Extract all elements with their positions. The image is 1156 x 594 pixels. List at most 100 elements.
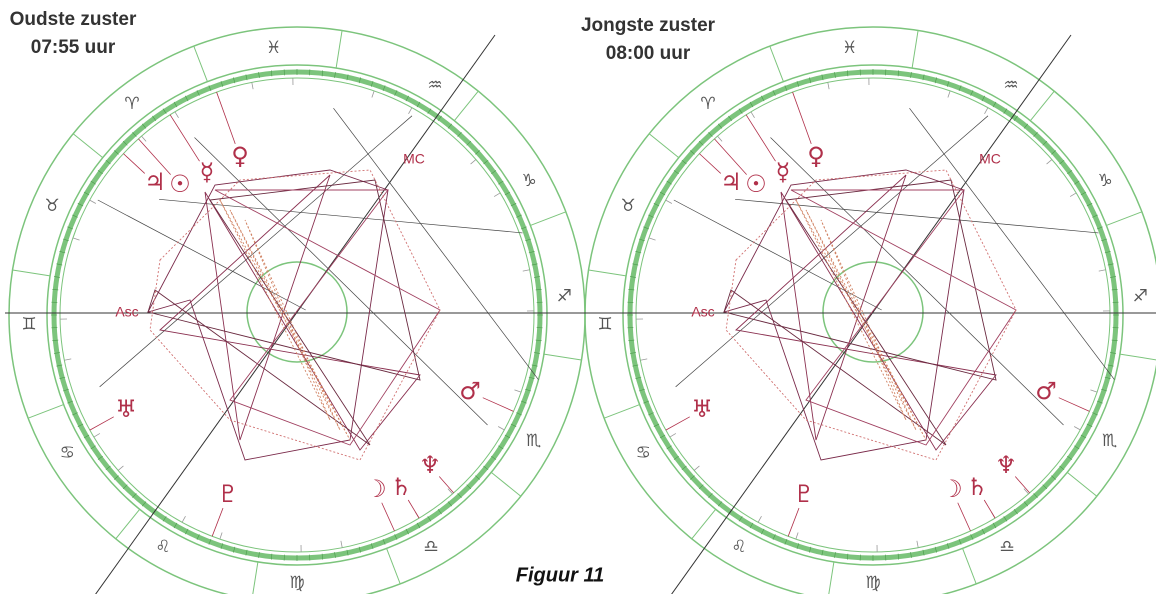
degree-tick: [141, 123, 147, 129]
degree-tick: [334, 71, 336, 79]
planet: ☉: [745, 170, 767, 198]
degree-tick: [490, 170, 497, 175]
degree-tick: [1111, 288, 1118, 291]
degree-tick: [358, 77, 361, 84]
degree-tick: [52, 339, 59, 342]
degree-tick: [1092, 412, 1098, 416]
deg-mark: [251, 82, 254, 90]
degree-tick: [245, 74, 248, 81]
planet: ♀: [231, 142, 249, 170]
sign-divider: [588, 269, 627, 277]
degree-tick: [516, 214, 522, 218]
planet: ♇: [793, 480, 815, 508]
degree-tick: [648, 412, 654, 416]
degree-tick: [90, 445, 96, 450]
degree-tick: [897, 553, 900, 560]
zodiac-sign: ♏: [1102, 431, 1117, 451]
aspect-lines: [214, 189, 441, 446]
degree-ring-inner: [635, 77, 1111, 553]
degree-tick: [1080, 434, 1087, 439]
degree-tick: [809, 546, 812, 553]
degree-tick: [437, 115, 442, 122]
deg-mark: [717, 135, 723, 142]
asc-label: Asc: [115, 304, 138, 320]
zodiac-sign: ♊: [598, 314, 613, 334]
deg-mark: [1073, 426, 1081, 431]
degree-tick: [681, 159, 687, 165]
degree-tick: [958, 538, 962, 545]
zodiac-sign: ♌: [155, 537, 170, 557]
deg-mark: [514, 389, 522, 393]
degree-tick: [196, 534, 200, 540]
chart-title: Oudste zuster: [10, 9, 137, 30]
degree-tick: [162, 108, 167, 114]
degree-tick: [708, 493, 713, 499]
degree-tick: [1107, 364, 1114, 367]
chart-time: 07:55 uur: [31, 37, 116, 58]
degree-tick: [738, 516, 743, 522]
degree-tick: [405, 95, 409, 102]
house-line: [909, 107, 1115, 380]
degree-tick: [346, 549, 349, 556]
degree-tick: [992, 522, 997, 529]
house-line: [333, 107, 539, 380]
degree-tick: [67, 226, 74, 230]
zodiac-sign: ♈: [700, 94, 715, 114]
degree-tick: [173, 522, 178, 529]
degree-tick: [483, 465, 489, 471]
deg-mark: [916, 540, 919, 548]
planet: ♂: [459, 377, 481, 405]
planet-pointer: [211, 507, 224, 537]
degree-tick: [1051, 475, 1057, 480]
degree-tick: [132, 493, 137, 499]
degree-tick: [1111, 339, 1118, 342]
zodiac-sign: ♑: [1097, 171, 1112, 191]
degree-tick: [510, 203, 517, 207]
degree-tick: [1086, 423, 1093, 427]
aspect-lines: [723, 179, 997, 446]
degree-tick: [772, 90, 776, 96]
house-line: [97, 199, 306, 311]
sign-divider: [691, 508, 717, 540]
degree-tick: [59, 251, 66, 254]
sign-divider: [453, 90, 479, 122]
degree-tick: [447, 123, 453, 129]
sign-divider: [1029, 90, 1055, 122]
planet-pointer: [699, 153, 722, 174]
planet: ♅: [115, 395, 137, 423]
degree-tick: [761, 95, 765, 102]
degree-tick: [56, 263, 63, 266]
degree-tick: [970, 534, 974, 540]
degree-tick: [56, 364, 63, 367]
degree-tick: [1101, 388, 1108, 392]
center-circle: [246, 261, 348, 363]
degree-tick: [1109, 352, 1117, 354]
deg-mark: [447, 488, 453, 495]
deg-mark: [497, 426, 505, 431]
planet: ☽: [365, 475, 387, 503]
zodiac-sign: ♓: [842, 38, 857, 58]
deg-mark: [174, 111, 179, 119]
degree-tick: [638, 388, 645, 392]
planet-pointer: [714, 138, 747, 175]
degree-tick: [834, 551, 836, 559]
degree-tick: [784, 85, 788, 92]
degree-tick: [981, 95, 985, 102]
degree-tick: [628, 339, 635, 342]
degree-tick: [1042, 140, 1048, 146]
deg-mark: [117, 465, 124, 471]
degree-tick: [728, 115, 733, 122]
degree-tick: [1107, 263, 1114, 266]
zodiac-sign: ♎: [999, 537, 1014, 557]
zodiac-sign: ♐: [1133, 286, 1148, 306]
planet-pointer: [787, 507, 800, 537]
planet: ☽: [941, 475, 963, 503]
degree-tick: [233, 77, 236, 84]
degree-tick: [370, 543, 374, 550]
zodiac-sign: ♋: [60, 443, 75, 463]
sign-divider: [115, 508, 141, 540]
planet: ♃: [720, 168, 742, 196]
degree-tick: [689, 150, 695, 155]
degree-tick: [105, 159, 111, 165]
degree-tick: [113, 475, 119, 480]
